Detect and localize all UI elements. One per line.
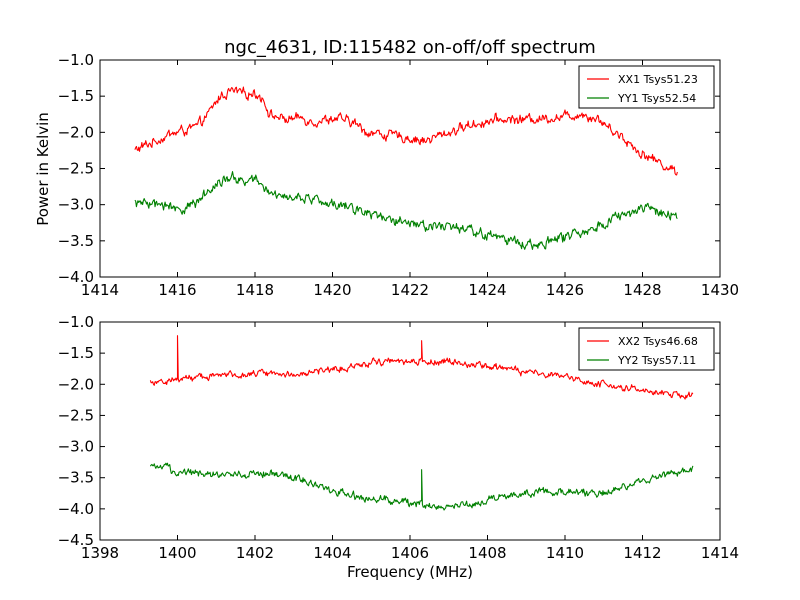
bottom-legend: XX2 Tsys46.68 YY2 Tsys57.11 (578, 327, 715, 371)
x-axis-label: Frequency (MHz) (347, 563, 473, 581)
top-legend-box (578, 65, 715, 109)
bottom-y-tick-label: −1.5 (58, 344, 94, 362)
top-y-tick-label: −3.0 (58, 196, 94, 214)
top-x-tick-label: 1424 (468, 281, 506, 299)
top-legend-entry: XX1 Tsys51.23 (618, 73, 698, 86)
top-y-tick-label: −1.5 (58, 87, 94, 105)
bottom-y-tick-label: −2.5 (58, 406, 94, 424)
bottom-y-tick-label: −2.0 (58, 375, 94, 393)
bottom-series-xx-line (149, 335, 694, 400)
top-x-tick-label: 1426 (546, 281, 584, 299)
bottom-legend-entry: XX2 Tsys46.68 (618, 335, 698, 348)
bottom-y-tick-label: −3.5 (58, 469, 94, 487)
y-axis-label: Power in Kelvin (34, 112, 52, 226)
top-y-tick-label: −3.5 (58, 232, 94, 250)
bottom-x-tick-label: 1400 (158, 544, 196, 562)
top-y-tick-label: −4.0 (58, 268, 94, 286)
top-series-xx-line (134, 86, 678, 176)
bottom-y-tick-label: −4.0 (58, 500, 94, 518)
bottom-x-tick-label: 1412 (623, 544, 661, 562)
bottom-x-tick-label: 1414 (701, 544, 739, 562)
top-y-tick-label: −2.0 (58, 123, 94, 141)
bottom-x-tick-label: 1398 (81, 544, 119, 562)
bottom-legend-entry: YY2 Tsys57.11 (617, 354, 696, 367)
bottom-y-tick-label: −4.5 (58, 531, 94, 549)
bottom-legend-box (578, 327, 715, 371)
top-y-tick-label: −1.0 (58, 51, 94, 69)
top-x-tick-label: 1416 (158, 281, 196, 299)
top-x-tick-label: 1420 (313, 281, 351, 299)
top-series-yy-line (134, 171, 678, 250)
top-spectrum-panel: 1414 1416 1418 1420 1422 1424 1426 1428 1430 −4.0… (58, 51, 740, 299)
top-x-tick-label: 1422 (391, 281, 429, 299)
bottom-spectrum-panel: 1398 1400 1402 1404 1406 1408 1410 1412 1414 −4.5… (58, 313, 740, 562)
top-legend: XX1 Tsys51.23 YY1 Tsys52.54 (578, 65, 715, 109)
bottom-y-tick-label: −3.0 (58, 438, 94, 456)
bottom-x-tick-label: 1408 (468, 544, 506, 562)
top-x-tick-label: 1428 (623, 281, 661, 299)
bottom-x-tick-label: 1410 (546, 544, 584, 562)
top-legend-entry: YY1 Tsys52.54 (617, 92, 696, 105)
bottom-x-tick-label: 1406 (391, 544, 429, 562)
bottom-x-tick-label: 1402 (236, 544, 274, 562)
figure-title: ngc_4631, ID:115482 on-off/off spectrum (224, 37, 596, 58)
bottom-x-tick-label: 1404 (313, 544, 351, 562)
top-y-tick-label: −2.5 (58, 160, 94, 178)
bottom-y-tick-label: −1.0 (58, 313, 94, 331)
top-x-tick-label: 1418 (236, 281, 274, 299)
bottom-series-yy-line (149, 462, 694, 511)
top-x-tick-label: 1414 (81, 281, 119, 299)
top-x-tick-label: 1430 (701, 281, 739, 299)
